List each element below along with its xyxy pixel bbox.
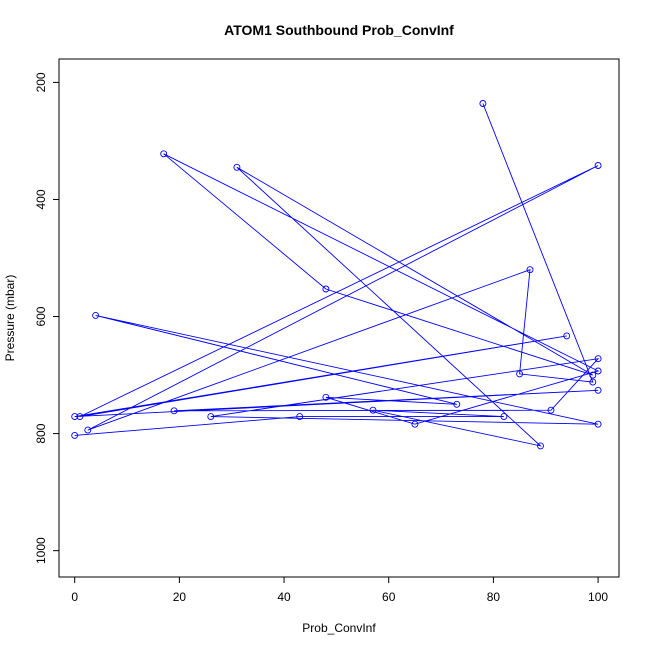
data-point bbox=[594, 162, 602, 169]
x-tick-label: 0 bbox=[71, 590, 78, 604]
y-axis: 200 400 600 800 1000 bbox=[34, 72, 59, 564]
chart-title: ATOM1 Southbound Prob_ConvInf bbox=[224, 22, 454, 38]
y-tick-label: 800 bbox=[34, 423, 48, 443]
x-axis-label: Prob_ConvInf bbox=[302, 621, 376, 635]
x-tick-label: 40 bbox=[277, 590, 291, 604]
data-point bbox=[76, 413, 84, 421]
plot-frame bbox=[58, 58, 620, 578]
y-tick-label: 600 bbox=[34, 306, 48, 326]
data-point bbox=[589, 378, 597, 386]
data-point bbox=[563, 332, 571, 340]
data-point bbox=[233, 163, 241, 171]
data-point bbox=[411, 420, 419, 428]
x-tick-label: 100 bbox=[588, 590, 608, 604]
data-point bbox=[453, 400, 461, 408]
data-point bbox=[296, 413, 304, 421]
data-point bbox=[537, 442, 544, 450]
data-point bbox=[322, 393, 330, 401]
data-point bbox=[594, 367, 602, 375]
data-point bbox=[92, 311, 100, 319]
data-point bbox=[369, 406, 377, 414]
x-tick-label: 80 bbox=[487, 590, 501, 604]
data-point bbox=[479, 100, 487, 107]
data-point bbox=[594, 420, 602, 428]
data-point bbox=[547, 406, 555, 414]
x-tick-label: 60 bbox=[382, 590, 396, 604]
data-point bbox=[516, 370, 524, 378]
data-point bbox=[594, 386, 602, 394]
y-tick-label: 200 bbox=[34, 72, 48, 92]
x-tick-label: 20 bbox=[173, 590, 187, 604]
y-axis-label: Pressure (mbar) bbox=[3, 275, 17, 362]
data-point bbox=[594, 355, 602, 363]
data-point bbox=[207, 413, 215, 421]
data-point bbox=[526, 266, 534, 274]
data-point bbox=[71, 413, 79, 421]
series-line bbox=[74, 103, 600, 447]
x-axis: 0 20 40 60 80 100 bbox=[71, 577, 608, 604]
data-point bbox=[84, 426, 92, 434]
data-point bbox=[71, 431, 79, 439]
y-tick-label: 1000 bbox=[34, 537, 48, 564]
series-layer bbox=[71, 100, 602, 450]
data-point bbox=[589, 371, 597, 379]
data-point bbox=[160, 150, 168, 158]
data-point bbox=[322, 285, 330, 293]
data-point bbox=[170, 407, 178, 415]
y-tick-label: 400 bbox=[34, 189, 48, 209]
data-point bbox=[500, 413, 508, 421]
